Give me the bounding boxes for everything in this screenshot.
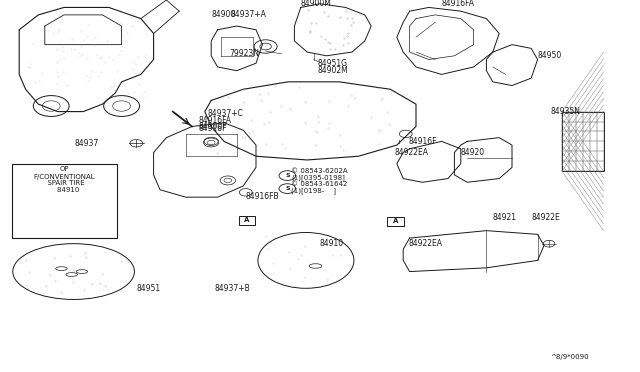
Text: 84916FB: 84916FB [245,192,279,201]
Text: 84922EA: 84922EA [395,148,429,157]
Text: 84950: 84950 [538,51,562,60]
Text: 84900: 84900 [211,10,236,19]
Text: F/CONVENTIONAL: F/CONVENTIONAL [33,174,95,180]
Bar [387,217,404,226]
Text: A: A [393,218,398,224]
Text: 84900F: 84900F [198,122,227,131]
Text: 84922EA: 84922EA [408,239,442,248]
Text: 84910: 84910 [48,187,80,193]
Text: 84951: 84951 [136,284,161,293]
Text: ^8/9*0090: ^8/9*0090 [550,354,589,360]
Text: © 08543-61642: © 08543-61642 [291,181,348,187]
Bar [239,216,255,225]
Text: 84916F: 84916F [198,124,227,133]
Text: (1)[0198-    ]: (1)[0198- ] [291,187,336,194]
Text: 79923N: 79923N [229,49,259,58]
Text: 84935N: 84935N [550,107,580,116]
Text: OP: OP [60,166,68,172]
Text: 84916F: 84916F [408,137,437,146]
Text: (1)[0395-0198]: (1)[0395-0198] [291,174,345,181]
Text: SPAIR TIRE: SPAIR TIRE [43,180,85,186]
Text: 84902M: 84902M [317,66,348,75]
Text: 84916FA: 84916FA [442,0,475,8]
Bar [12,164,117,238]
Text: 84937+B: 84937+B [214,284,250,293]
Text: 84937: 84937 [75,139,99,148]
Text: S: S [285,173,290,178]
Text: 84951G: 84951G [317,59,348,68]
Bar [562,112,604,171]
Text: A: A [244,217,250,223]
Text: 84921: 84921 [493,213,517,222]
Text: 84922E: 84922E [531,213,560,222]
Text: 84910: 84910 [320,239,344,248]
Text: 84900M: 84900M [301,0,332,8]
Text: 84937+A: 84937+A [230,10,266,19]
Text: 84920: 84920 [461,148,485,157]
Text: 84916FA: 84916FA [198,116,232,125]
Text: 84937+C: 84937+C [208,109,244,118]
Text: S: S [285,186,290,191]
Text: © 08543-6202A: © 08543-6202A [291,168,348,174]
